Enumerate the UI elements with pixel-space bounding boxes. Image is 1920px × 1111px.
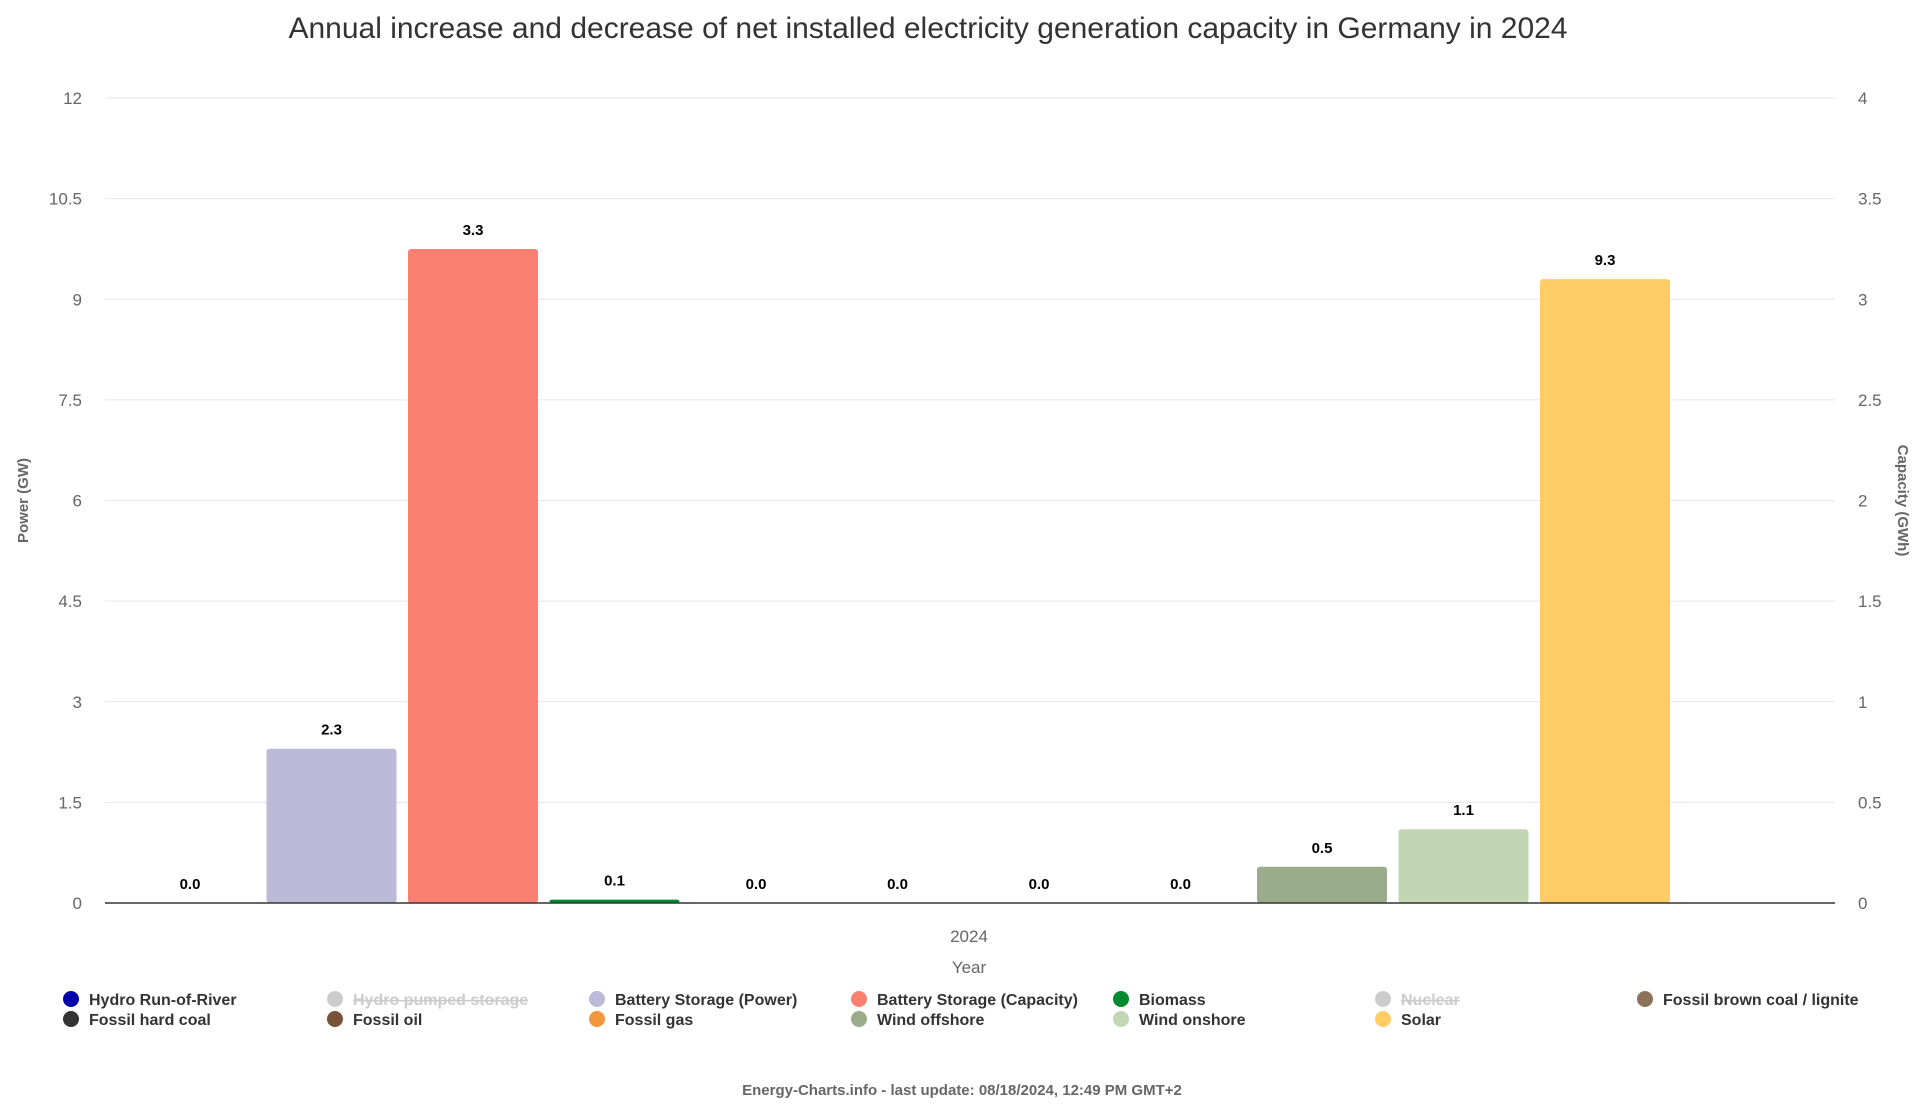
legend-item-fossil-oil[interactable]: Fossil oil xyxy=(327,1011,422,1029)
legend-marker xyxy=(1375,1011,1391,1027)
left-tick-label: 1.5 xyxy=(58,793,82,812)
legend-marker xyxy=(1113,991,1129,1007)
legend-marker xyxy=(1113,1011,1129,1027)
left-tick-label: 7.5 xyxy=(58,391,82,410)
x-tick-label: 2024 xyxy=(950,927,988,946)
bar-wind-offshore[interactable] xyxy=(1257,866,1387,903)
left-tick-label: 12 xyxy=(63,89,82,108)
legend-marker xyxy=(851,1011,867,1027)
legend-marker xyxy=(63,1011,79,1027)
legend-marker xyxy=(63,991,79,1007)
legend-label: Fossil hard coal xyxy=(89,1012,211,1029)
right-tick-label: 0.5 xyxy=(1858,793,1882,812)
left-tick-label: 9 xyxy=(73,290,82,309)
legend-label: Hydro pumped storage xyxy=(353,992,528,1009)
legend-label: Wind offshore xyxy=(877,1012,985,1029)
data-labels: 0.0 2.3 3.3 0.1 0.0 0.0 0.0 0.0 0.5 1.1 9.3 xyxy=(180,222,1616,893)
legend-marker xyxy=(851,991,867,1007)
data-label-fossil-gas: 0.0 xyxy=(1170,876,1191,893)
legend-marker xyxy=(1637,991,1653,1007)
legend-item-biomass[interactable]: Biomass xyxy=(1113,991,1206,1009)
right-axis-title: Capacity (GWh) xyxy=(1894,445,1911,557)
legend-item-nuclear[interactable]: Nuclear xyxy=(1375,991,1460,1009)
legend-marker xyxy=(589,991,605,1007)
grid xyxy=(105,97,1835,803)
bar-battery-storage-capacity[interactable] xyxy=(408,248,538,903)
legend-item-fossil-hard-coal[interactable]: Fossil hard coal xyxy=(63,1011,211,1029)
data-label-solar: 9.3 xyxy=(1595,252,1616,269)
legend-item-wind-onshore[interactable]: Wind onshore xyxy=(1113,1011,1246,1029)
right-axis-ticks: 0 0.5 1 1.5 2 2.5 3 3.5 4 xyxy=(1858,89,1882,913)
legend-label: Fossil oil xyxy=(353,1012,422,1029)
legend-marker xyxy=(589,1011,605,1027)
legend-label: Biomass xyxy=(1139,992,1206,1009)
bar-battery-storage-power[interactable] xyxy=(266,748,397,903)
legend-label: Fossil gas xyxy=(615,1012,693,1029)
legend-marker xyxy=(1375,991,1391,1007)
legend-marker xyxy=(327,1011,343,1027)
right-tick-label: 4 xyxy=(1858,89,1867,108)
legend-item-battery-storage-power[interactable]: Battery Storage (Power) xyxy=(589,991,797,1009)
legend-label: Wind onshore xyxy=(1139,1012,1246,1029)
chart-title: Annual increase and decrease of net inst… xyxy=(288,12,1567,45)
bar-solar[interactable] xyxy=(1540,279,1670,903)
bars xyxy=(266,248,1670,903)
right-tick-label: 1.5 xyxy=(1858,592,1882,611)
legend-label: Nuclear xyxy=(1401,992,1460,1009)
legend-item-hydro-pumped-storage[interactable]: Hydro pumped storage xyxy=(327,991,528,1009)
left-tick-label: 3 xyxy=(73,693,82,712)
x-axis-title: Year xyxy=(952,958,987,977)
credit-text[interactable]: Energy-Charts.info - last update: 08/18/… xyxy=(742,1082,1182,1099)
left-tick-label: 4.5 xyxy=(58,592,82,611)
bar-biomass[interactable] xyxy=(549,899,680,903)
legend-marker xyxy=(327,991,343,1007)
legend-item-fossil-gas[interactable]: Fossil gas xyxy=(589,1011,693,1029)
right-tick-label: 2.5 xyxy=(1858,391,1882,410)
left-tick-label: 10.5 xyxy=(49,190,82,209)
left-axis-ticks: 0 1.5 3 4.5 6 7.5 9 10.5 12 xyxy=(49,89,82,913)
right-tick-label: 1 xyxy=(1858,693,1867,712)
legend-label: Battery Storage (Power) xyxy=(615,992,797,1009)
data-label-hydro-run-of-river: 0.0 xyxy=(180,876,201,893)
left-tick-label: 0 xyxy=(73,894,82,913)
legend-label: Hydro Run-of-River xyxy=(89,992,237,1009)
legend: Hydro Run-of-River Hydro pumped storage Ba… xyxy=(63,991,1859,1029)
legend-label: Battery Storage (Capacity) xyxy=(877,992,1078,1009)
legend-item-wind-offshore[interactable]: Wind offshore xyxy=(851,1011,985,1029)
legend-label: Solar xyxy=(1401,1012,1441,1029)
legend-item-battery-storage-capacity[interactable]: Battery Storage (Capacity) xyxy=(851,991,1078,1009)
data-label-fossil-oil: 0.0 xyxy=(1029,876,1050,893)
legend-item-hydro-run-of-river[interactable]: Hydro Run-of-River xyxy=(63,991,237,1009)
left-tick-label: 6 xyxy=(73,492,82,511)
right-tick-label: 2 xyxy=(1858,492,1867,511)
data-label-wind-offshore: 0.5 xyxy=(1312,840,1333,857)
data-label-wind-onshore: 1.1 xyxy=(1453,802,1474,819)
data-label-biomass: 0.1 xyxy=(604,873,625,890)
legend-item-fossil-brown-coal-lignite[interactable]: Fossil brown coal / lignite xyxy=(1637,991,1859,1009)
data-label-fossil-brown-coal-lignite: 0.0 xyxy=(746,876,767,893)
legend-item-solar[interactable]: Solar xyxy=(1375,1011,1441,1029)
data-label-fossil-hard-coal: 0.0 xyxy=(887,876,908,893)
left-axis-title: Power (GW) xyxy=(15,458,32,543)
right-tick-label: 0 xyxy=(1858,894,1867,913)
legend-label: Fossil brown coal / lignite xyxy=(1663,992,1859,1009)
data-label-battery-storage-capacity: 3.3 xyxy=(463,222,484,239)
right-tick-label: 3.5 xyxy=(1858,190,1882,209)
data-label-battery-storage-power: 2.3 xyxy=(321,722,342,739)
right-tick-label: 3 xyxy=(1858,290,1867,309)
bar-wind-onshore[interactable] xyxy=(1398,829,1529,903)
